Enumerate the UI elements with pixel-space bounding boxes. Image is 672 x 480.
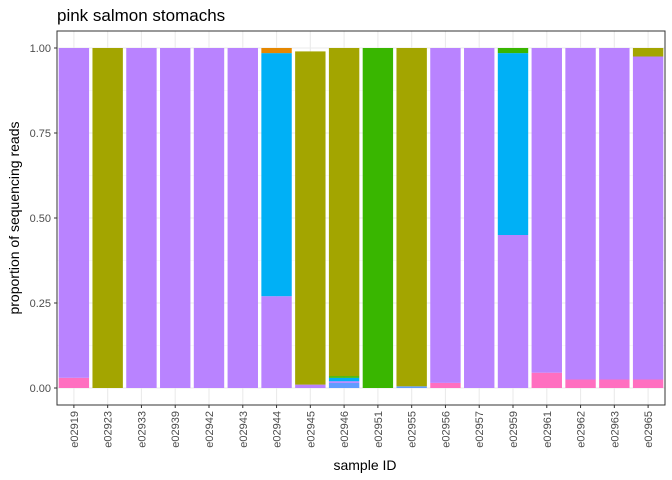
- y-axis-title: proportion of sequencing reads: [6, 121, 22, 314]
- bar-segment-e02965-0: [632, 379, 664, 388]
- bar-segment-e02955-5: [396, 48, 427, 387]
- x-tick-label: e02923: [103, 411, 115, 448]
- y-axis: 0.00 0.25 0.50 0.75 1.00: [30, 43, 57, 395]
- x-tick-label: e02944: [272, 411, 284, 448]
- y-tick-label: 0.25: [30, 298, 51, 310]
- bar-segment-e02919-2: [58, 48, 90, 378]
- y-tick-label: 0.00: [30, 383, 51, 395]
- bar-segment-e02965-2: [632, 56, 664, 380]
- x-tick-label: e02939: [170, 411, 182, 448]
- bar-segment-e02961-0: [531, 372, 562, 388]
- x-tick-label: e02961: [542, 411, 554, 448]
- x-tick-label: e02943: [238, 411, 250, 448]
- bar-segment-e02956-0: [430, 382, 461, 388]
- x-tick-label: e02946: [339, 411, 351, 448]
- bar-segment-e02959-2: [497, 235, 529, 388]
- x-tick-label: e02963: [609, 411, 621, 448]
- bar-segment-e02959-4: [497, 48, 529, 54]
- bar-segment-e02943-2: [227, 48, 258, 388]
- bar-segment-e02939-2: [160, 48, 191, 388]
- x-tick-label: e02933: [136, 411, 148, 448]
- bar-segment-e02946-1: [328, 382, 360, 388]
- x-tick-label: e02919: [69, 411, 81, 448]
- bar-segment-e02957-2: [464, 48, 495, 388]
- bar-segment-e02946-4: [328, 376, 360, 378]
- bar-segment-e02962-0: [565, 379, 596, 388]
- bar-segment-e02944-3: [261, 53, 292, 297]
- bar-segment-e02919-0: [58, 377, 90, 388]
- bar-segment-e02959-3: [497, 53, 529, 235]
- x-tick-label: e02945: [305, 411, 317, 448]
- bar-segment-e02944-2: [261, 296, 292, 388]
- x-tick-label: e02962: [576, 411, 588, 448]
- chart-title: pink salmon stomachs: [57, 6, 225, 25]
- bar-segment-e02942-2: [193, 48, 225, 388]
- bar-segment-e02933-2: [126, 48, 157, 388]
- x-tick-label: e02955: [407, 411, 419, 448]
- x-tick-label: e02957: [474, 411, 486, 448]
- bar-segment-e02962-2: [565, 48, 596, 380]
- y-tick-label: 0.75: [30, 128, 51, 140]
- bar-segment-e02965-5: [632, 48, 664, 57]
- bar-segment-e02951-4: [362, 48, 394, 388]
- y-tick-label: 0.50: [30, 213, 51, 225]
- x-tick-label: e02951: [373, 411, 385, 448]
- x-tick-label: e02965: [643, 411, 655, 448]
- bar-segment-e02945-5: [295, 51, 326, 385]
- bar-segment-e02946-5: [328, 48, 360, 377]
- bar-segment-e02963-0: [599, 379, 630, 388]
- bar-segment-e02944-6: [261, 48, 292, 54]
- y-tick-label: 1.00: [30, 43, 51, 55]
- bar-segment-e02945-2: [295, 384, 326, 388]
- bar-segment-e02955-1: [396, 386, 427, 388]
- x-tick-label: e02959: [508, 411, 520, 448]
- bar-segment-e02961-2: [531, 48, 562, 373]
- bars: [58, 48, 664, 388]
- bar-segment-e02963-2: [599, 48, 630, 380]
- x-axis: e02919 e02923 e02933 e02939 e02942 e02943 e029…: [69, 405, 655, 448]
- bar-segment-e02946-2: [328, 381, 360, 383]
- x-tick-label: e02942: [204, 411, 216, 448]
- x-axis-title: sample ID: [333, 457, 396, 473]
- bar-segment-e02946-3: [328, 377, 360, 382]
- bar-segment-e02923-5: [92, 48, 123, 388]
- bar-segment-e02956-2: [430, 48, 461, 383]
- x-tick-label: e02956: [440, 411, 452, 448]
